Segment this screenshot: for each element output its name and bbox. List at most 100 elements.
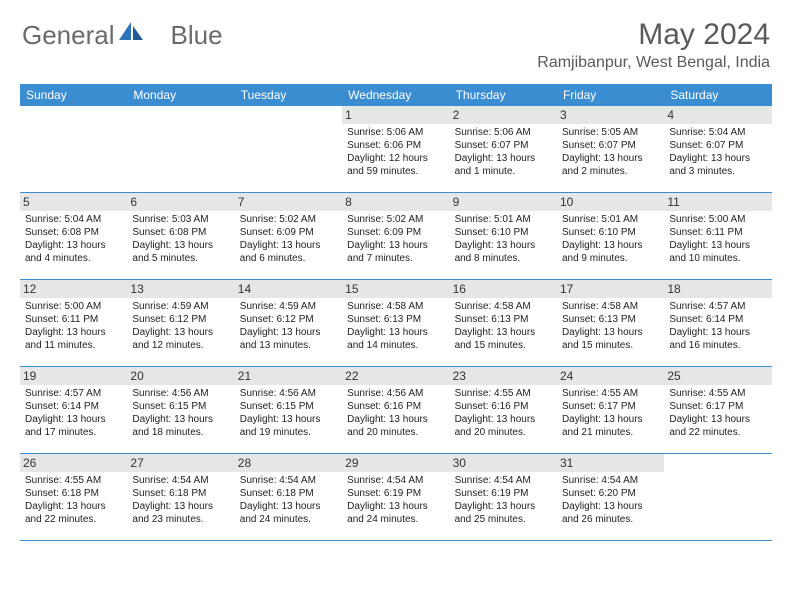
day-cell: 14Sunrise: 4:59 AMSunset: 6:12 PMDayligh… bbox=[235, 280, 342, 366]
day-cell: 10Sunrise: 5:01 AMSunset: 6:10 PMDayligh… bbox=[557, 193, 664, 279]
sunset-line: Sunset: 6:18 PM bbox=[25, 487, 123, 500]
day-number: 9 bbox=[450, 193, 557, 211]
day-number: 10 bbox=[557, 193, 664, 211]
sunset-line: Sunset: 6:11 PM bbox=[669, 226, 767, 239]
daylight-line2: and 7 minutes. bbox=[347, 252, 445, 265]
day-cell: 30Sunrise: 4:54 AMSunset: 6:19 PMDayligh… bbox=[450, 454, 557, 540]
sunrise-line: Sunrise: 5:00 AM bbox=[669, 213, 767, 226]
sunrise-line: Sunrise: 5:03 AM bbox=[132, 213, 230, 226]
day-cell: 3Sunrise: 5:05 AMSunset: 6:07 PMDaylight… bbox=[557, 106, 664, 192]
sunrise-line: Sunrise: 4:54 AM bbox=[347, 474, 445, 487]
day-number: 6 bbox=[127, 193, 234, 211]
sunrise-line: Sunrise: 4:55 AM bbox=[562, 387, 660, 400]
daylight-line1: Daylight: 13 hours bbox=[455, 239, 553, 252]
daylight-line2: and 6 minutes. bbox=[240, 252, 338, 265]
daylight-line2: and 21 minutes. bbox=[562, 426, 660, 439]
day-cell: 27Sunrise: 4:54 AMSunset: 6:18 PMDayligh… bbox=[127, 454, 234, 540]
daylight-line1: Daylight: 13 hours bbox=[240, 326, 338, 339]
day-number: 20 bbox=[127, 367, 234, 385]
day-number: 23 bbox=[450, 367, 557, 385]
week-row: 5Sunrise: 5:04 AMSunset: 6:08 PMDaylight… bbox=[20, 193, 772, 280]
day-number: 13 bbox=[127, 280, 234, 298]
day-cell: 5Sunrise: 5:04 AMSunset: 6:08 PMDaylight… bbox=[20, 193, 127, 279]
daylight-line2: and 8 minutes. bbox=[455, 252, 553, 265]
sunrise-line: Sunrise: 4:56 AM bbox=[240, 387, 338, 400]
sunset-line: Sunset: 6:18 PM bbox=[132, 487, 230, 500]
sunset-line: Sunset: 6:16 PM bbox=[455, 400, 553, 413]
day-number: 7 bbox=[235, 193, 342, 211]
sunrise-line: Sunrise: 4:58 AM bbox=[455, 300, 553, 313]
day-cell bbox=[127, 106, 234, 192]
day-cell: 4Sunrise: 5:04 AMSunset: 6:07 PMDaylight… bbox=[664, 106, 771, 192]
sunset-line: Sunset: 6:16 PM bbox=[347, 400, 445, 413]
daylight-line1: Daylight: 13 hours bbox=[347, 326, 445, 339]
daylight-line2: and 16 minutes. bbox=[669, 339, 767, 352]
sunset-line: Sunset: 6:10 PM bbox=[562, 226, 660, 239]
daylight-line1: Daylight: 13 hours bbox=[669, 413, 767, 426]
daylight-line2: and 2 minutes. bbox=[562, 165, 660, 178]
sunset-line: Sunset: 6:06 PM bbox=[347, 139, 445, 152]
sunset-line: Sunset: 6:19 PM bbox=[347, 487, 445, 500]
sunset-line: Sunset: 6:09 PM bbox=[347, 226, 445, 239]
daylight-line1: Daylight: 13 hours bbox=[455, 500, 553, 513]
daylight-line2: and 13 minutes. bbox=[240, 339, 338, 352]
dayheader-sun: Sunday bbox=[20, 84, 127, 106]
brand-part2: Blue bbox=[171, 20, 223, 51]
daylight-line1: Daylight: 13 hours bbox=[347, 500, 445, 513]
sunset-line: Sunset: 6:07 PM bbox=[562, 139, 660, 152]
sunrise-line: Sunrise: 5:04 AM bbox=[25, 213, 123, 226]
sunrise-line: Sunrise: 4:57 AM bbox=[669, 300, 767, 313]
daylight-line2: and 15 minutes. bbox=[455, 339, 553, 352]
sunset-line: Sunset: 6:14 PM bbox=[669, 313, 767, 326]
sunset-line: Sunset: 6:08 PM bbox=[25, 226, 123, 239]
weeks-container: 1Sunrise: 5:06 AMSunset: 6:06 PMDaylight… bbox=[20, 106, 772, 541]
daylight-line1: Daylight: 13 hours bbox=[25, 326, 123, 339]
daylight-line2: and 23 minutes. bbox=[132, 513, 230, 526]
day-cell: 6Sunrise: 5:03 AMSunset: 6:08 PMDaylight… bbox=[127, 193, 234, 279]
daylight-line2: and 18 minutes. bbox=[132, 426, 230, 439]
daylight-line1: Daylight: 13 hours bbox=[347, 413, 445, 426]
day-number: 3 bbox=[557, 106, 664, 124]
day-number: 2 bbox=[450, 106, 557, 124]
sunrise-line: Sunrise: 5:02 AM bbox=[347, 213, 445, 226]
daylight-line2: and 15 minutes. bbox=[562, 339, 660, 352]
dayheader-thu: Thursday bbox=[450, 84, 557, 106]
sunset-line: Sunset: 6:09 PM bbox=[240, 226, 338, 239]
day-number: 1 bbox=[342, 106, 449, 124]
dayheader-wed: Wednesday bbox=[342, 84, 449, 106]
daylight-line1: Daylight: 13 hours bbox=[132, 413, 230, 426]
sunset-line: Sunset: 6:14 PM bbox=[25, 400, 123, 413]
daylight-line1: Daylight: 13 hours bbox=[25, 239, 123, 252]
daylight-line1: Daylight: 13 hours bbox=[562, 326, 660, 339]
sunrise-line: Sunrise: 4:59 AM bbox=[132, 300, 230, 313]
daylight-line1: Daylight: 12 hours bbox=[347, 152, 445, 165]
sunset-line: Sunset: 6:15 PM bbox=[132, 400, 230, 413]
daylight-line1: Daylight: 13 hours bbox=[669, 152, 767, 165]
daylight-line1: Daylight: 13 hours bbox=[25, 413, 123, 426]
calendar: Sunday Monday Tuesday Wednesday Thursday… bbox=[20, 84, 772, 541]
daylight-line2: and 22 minutes. bbox=[25, 513, 123, 526]
day-cell: 17Sunrise: 4:58 AMSunset: 6:13 PMDayligh… bbox=[557, 280, 664, 366]
sunrise-line: Sunrise: 4:56 AM bbox=[132, 387, 230, 400]
month-title: May 2024 bbox=[537, 18, 770, 52]
sunrise-line: Sunrise: 4:55 AM bbox=[455, 387, 553, 400]
sunset-line: Sunset: 6:08 PM bbox=[132, 226, 230, 239]
sunset-line: Sunset: 6:13 PM bbox=[455, 313, 553, 326]
sunrise-line: Sunrise: 4:58 AM bbox=[347, 300, 445, 313]
daylight-line1: Daylight: 13 hours bbox=[240, 500, 338, 513]
day-cell: 12Sunrise: 5:00 AMSunset: 6:11 PMDayligh… bbox=[20, 280, 127, 366]
daylight-line2: and 14 minutes. bbox=[347, 339, 445, 352]
daylight-line1: Daylight: 13 hours bbox=[455, 326, 553, 339]
week-row: 26Sunrise: 4:55 AMSunset: 6:18 PMDayligh… bbox=[20, 454, 772, 541]
daylight-line2: and 24 minutes. bbox=[240, 513, 338, 526]
day-cell: 20 Sunrise: 4:56 AMSunset: 6:15 PMDayligh… bbox=[127, 367, 234, 453]
sunrise-line: Sunrise: 4:55 AM bbox=[25, 474, 123, 487]
sunrise-line: Sunrise: 4:54 AM bbox=[132, 474, 230, 487]
day-cell: 29Sunrise: 4:54 AMSunset: 6:19 PMDayligh… bbox=[342, 454, 449, 540]
sunrise-line: Sunrise: 5:06 AM bbox=[347, 126, 445, 139]
sunset-line: Sunset: 6:07 PM bbox=[669, 139, 767, 152]
day-cell: 16Sunrise: 4:58 AMSunset: 6:13 PMDayligh… bbox=[450, 280, 557, 366]
day-cell bbox=[20, 106, 127, 192]
day-number: 15 bbox=[342, 280, 449, 298]
day-cell: 23Sunrise: 4:55 AMSunset: 6:16 PMDayligh… bbox=[450, 367, 557, 453]
